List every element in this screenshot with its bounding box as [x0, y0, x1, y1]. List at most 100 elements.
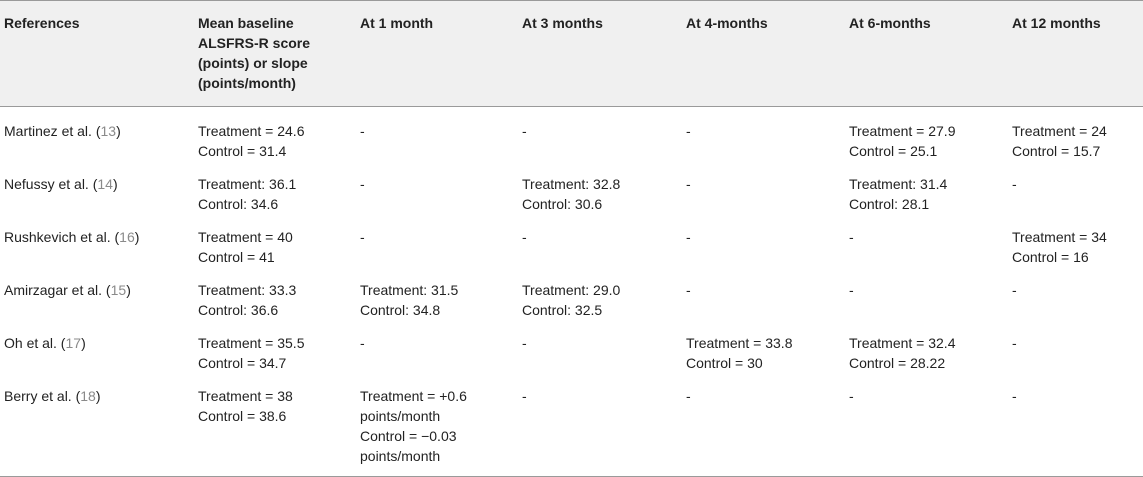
table-body: Martinez et al. (13) Treatment = 24.6 Cont… [0, 107, 1143, 477]
header-line: ALSFRS-R score [198, 35, 311, 51]
data-cell: - [518, 379, 682, 477]
cell-line: Control: 32.5 [522, 302, 603, 318]
column-header: At 3 months [518, 0, 682, 107]
reference-cell: Nefussy et al. (14) [4, 176, 118, 192]
cell-line: - [1012, 176, 1017, 192]
cell-line: - [686, 388, 691, 404]
column-header: At 4-months [682, 0, 845, 107]
cell-line: Control: 36.6 [198, 302, 279, 318]
cell-line: Control: 28.1 [849, 196, 930, 212]
cell-line: Treatment = 32.4 [849, 335, 956, 351]
column-header: At 12 months [1008, 0, 1143, 107]
reference-name: Rushkevich et al. [4, 229, 111, 245]
data-cell: Treatment = 33.8 Control = 30 [682, 326, 845, 379]
data-cell: - [1008, 326, 1143, 379]
data-cell: Treatment: 32.8 Control: 30.6 [518, 167, 682, 220]
cell-line: Control = 30 [686, 355, 763, 371]
data-cell: Treatment = 40 Control = 41 [194, 220, 356, 273]
reference-number-link[interactable]: 18 [80, 388, 96, 404]
reference-number-link[interactable]: 13 [100, 123, 117, 139]
data-cell: Treatment = 27.9 Control = 25.1 [845, 107, 1008, 168]
reference-number-link[interactable]: 17 [65, 335, 82, 351]
data-cell: Treatment = 24.6 Control = 31.4 [194, 107, 356, 168]
cell-line: - [686, 123, 691, 139]
data-cell: - [1008, 273, 1143, 326]
cell-line: - [1012, 282, 1017, 298]
reference-number-link[interactable]: 15 [110, 282, 127, 298]
cell-line: Treatment: 33.3 [198, 282, 297, 298]
cell-line: - [360, 176, 365, 192]
table-row: Berry et al. (18) Treatment = 38 Control =… [0, 379, 1143, 477]
cell-line: - [360, 229, 365, 245]
data-cell: - [1008, 379, 1143, 477]
cell-line: Control = 34.7 [198, 355, 287, 371]
cell-line: Treatment = 24.6 [198, 123, 305, 139]
cell-line: Control = 41 [198, 249, 275, 265]
data-cell: - [682, 379, 845, 477]
data-cell: Treatment = 38 Control = 38.6 [194, 379, 356, 477]
cell-line: Treatment = 34 [1012, 229, 1107, 245]
cell-line: - [686, 229, 691, 245]
cell-line: Treatment: 36.1 [198, 176, 297, 192]
reference-name: Nefussy et al. [4, 176, 89, 192]
data-cell: - [518, 107, 682, 168]
data-cell: - [682, 273, 845, 326]
cell-line: - [849, 282, 854, 298]
data-cell: - [845, 273, 1008, 326]
cell-line: Treatment = 27.9 [849, 123, 956, 139]
cell-line: Control = −0.03 [360, 428, 457, 444]
cell-line: Control: 30.6 [522, 196, 603, 212]
data-cell: - [845, 220, 1008, 273]
cell-line: Control: 34.6 [198, 196, 279, 212]
cell-line: Treatment: 31.5 [360, 282, 459, 298]
data-cell: - [356, 326, 518, 379]
cell-line: points/month [360, 448, 441, 464]
reference-cell: Martinez et al. (13) [4, 123, 121, 139]
table-row: Rushkevich et al. (16) Treatment = 40 Cont… [0, 220, 1143, 273]
data-cell: - [356, 167, 518, 220]
header-line: Mean baseline [198, 15, 294, 31]
cell-line: - [360, 123, 365, 139]
cell-line: - [686, 282, 691, 298]
cell-line: Control = 38.6 [198, 408, 287, 424]
data-cell: Treatment: 33.3 Control: 36.6 [194, 273, 356, 326]
column-header: At 1 month [356, 0, 518, 107]
column-header: At 6-months [845, 0, 1008, 107]
cell-line: - [686, 176, 691, 192]
table-header: References Mean baseline ALSFRS-R score (po… [0, 0, 1143, 107]
reference-number-link[interactable]: 16 [119, 229, 135, 245]
cell-line: - [522, 388, 527, 404]
reference-number-link[interactable]: 14 [97, 176, 113, 192]
cell-line: Treatment = 35.5 [198, 335, 305, 351]
table-row: Martinez et al. (13) Treatment = 24.6 Cont… [0, 107, 1143, 168]
data-cell: - [845, 379, 1008, 477]
reference-cell: Berry et al. (18) [0, 379, 194, 477]
cell-line: Treatment = +0.6 [360, 388, 467, 404]
cell-line: - [1012, 388, 1017, 404]
cell-line: Control = 16 [1012, 249, 1089, 265]
cell-line: - [360, 335, 365, 351]
cell-line: Treatment = 24 [1012, 123, 1107, 139]
cell-line: points/month [360, 408, 441, 424]
cell-line: - [522, 123, 527, 139]
cell-line: - [1012, 335, 1017, 351]
cell-line: Control = 25.1 [849, 143, 938, 159]
cell-line: Treatment = 33.8 [686, 335, 793, 351]
table-row: Oh et al. (17) Treatment = 35.5 Control = … [0, 326, 1143, 379]
data-cell: - [356, 107, 518, 168]
reference-name: Berry et al. [4, 388, 72, 404]
header-line: (points/month) [198, 75, 296, 91]
cell-line: Control: 34.8 [360, 302, 441, 318]
data-cell: - [1008, 167, 1143, 220]
header-line: (points) or slope [198, 55, 308, 71]
cell-line: Treatment = 38 [198, 388, 293, 404]
reference-name: Martinez et al. [4, 123, 92, 139]
data-cell: - [518, 220, 682, 273]
data-cell: Treatment: 31.4 Control: 28.1 [845, 167, 1008, 220]
data-cell: Treatment = 32.4 Control = 28.22 [845, 326, 1008, 379]
data-cell: - [518, 326, 682, 379]
data-cell: Treatment = 24 Control = 15.7 [1008, 107, 1143, 168]
cell-line: - [522, 335, 527, 351]
data-cell: - [682, 220, 845, 273]
